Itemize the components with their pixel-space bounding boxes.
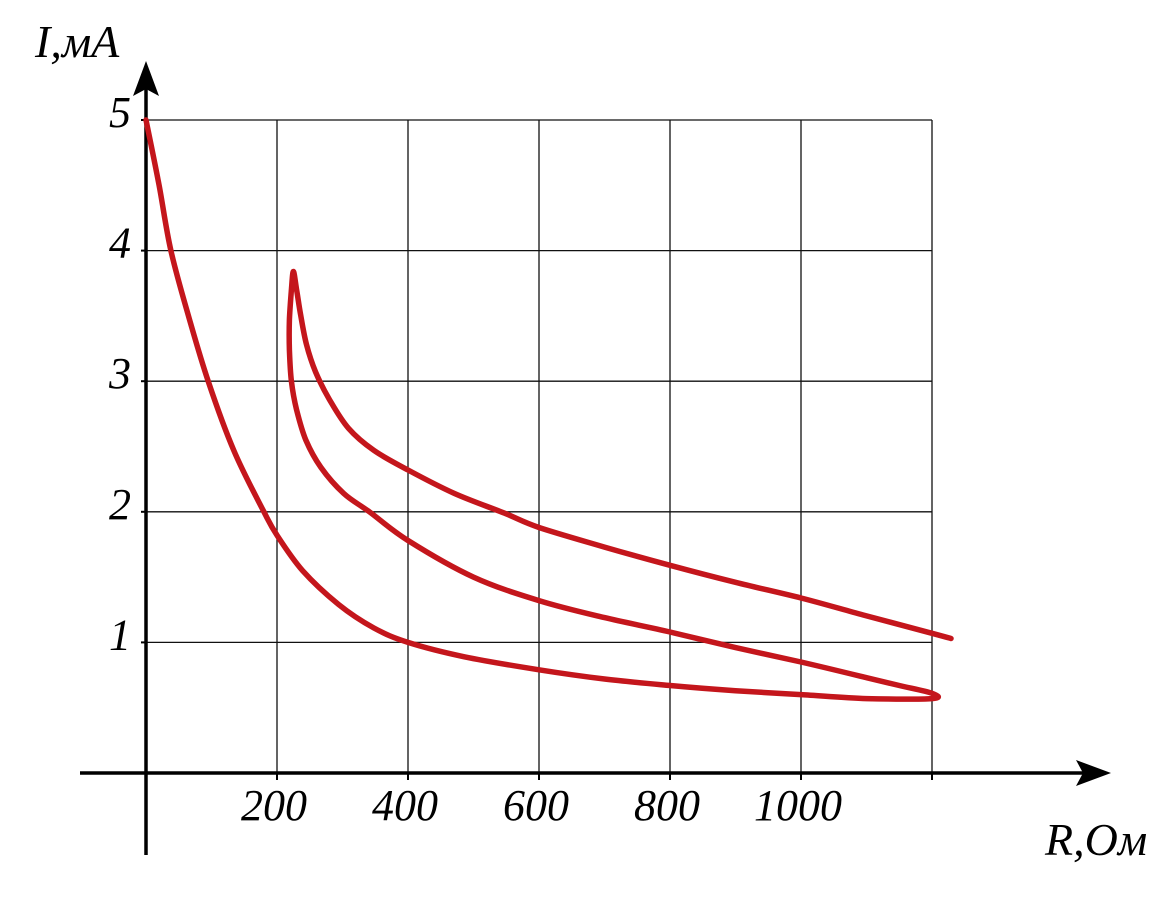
y-tick-label-5: 5 <box>109 88 131 137</box>
y-tick-label-4: 4 <box>109 219 131 268</box>
tick-marks <box>141 119 933 780</box>
y-axis-arrow <box>133 61 159 96</box>
tick-labels: 200 400 600 800 1000 1 2 3 4 5 <box>108 88 842 830</box>
x-tick-label-800: 800 <box>634 781 700 830</box>
x-axis-arrow <box>1076 760 1111 786</box>
series-line <box>143 117 954 702</box>
series <box>143 117 954 702</box>
grid <box>146 119 933 773</box>
axes <box>80 61 1111 855</box>
x-tick-label-200: 200 <box>241 781 307 830</box>
x-tick-label-1000: 1000 <box>754 781 842 830</box>
x-tick-label-400: 400 <box>372 781 438 830</box>
y-tick-label-1: 1 <box>109 610 131 659</box>
y-tick-label-2: 2 <box>109 480 131 529</box>
x-axis-label: R,Ом <box>1044 814 1147 865</box>
x-tick-label-600: 600 <box>503 781 569 830</box>
y-axis-label: I,мА <box>34 16 120 67</box>
y-tick-label-3: 3 <box>108 349 131 398</box>
